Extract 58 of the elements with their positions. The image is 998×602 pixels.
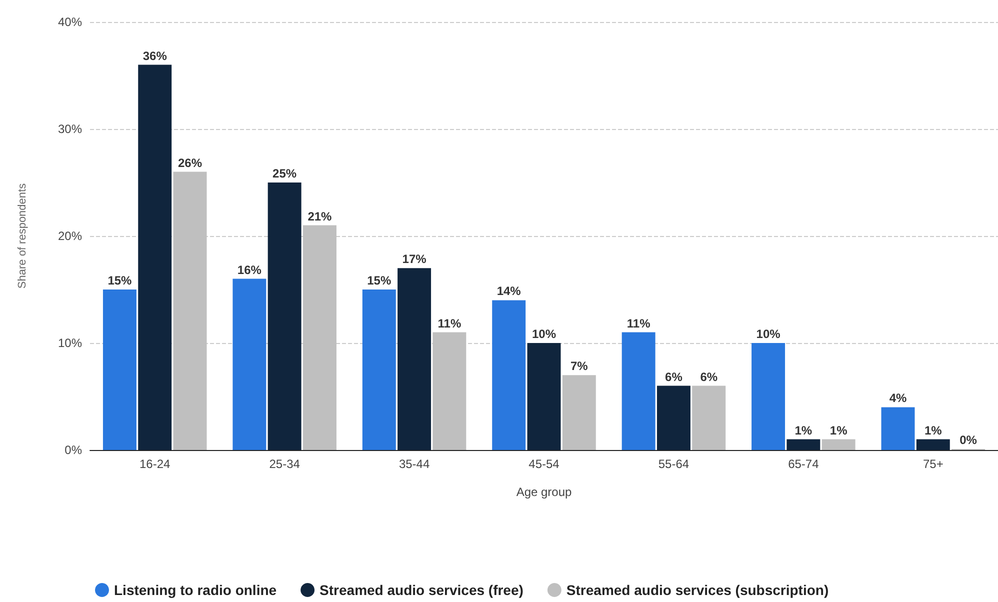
data-label: 1%: [924, 423, 942, 438]
y-tick-label: 40%: [58, 15, 82, 29]
legend-label: Streamed audio services (free): [320, 582, 524, 598]
legend-label: Streamed audio services (subscription): [566, 582, 829, 598]
bar: [102, 290, 136, 450]
x-tick-label: 35-44: [398, 457, 430, 471]
bar: [786, 439, 820, 450]
bar: [492, 300, 526, 450]
y-tick-label: 20%: [58, 229, 82, 243]
data-label: 10%: [756, 327, 781, 341]
bar: [268, 182, 302, 450]
x-axis-title: Age group: [516, 485, 572, 499]
data-label: 1%: [794, 423, 812, 438]
data-label: 26%: [178, 156, 202, 170]
x-tick-label: 16-24: [140, 457, 171, 471]
y-tick-label: 0%: [64, 443, 82, 457]
data-label: 25%: [272, 166, 297, 180]
legend-label: Listening to radio online: [114, 582, 277, 598]
data-label: 14%: [496, 284, 522, 298]
x-tick-label: 45-54: [528, 457, 560, 471]
data-label: 17%: [402, 252, 427, 266]
bar: [692, 386, 726, 450]
x-tick-label: 25-34: [269, 457, 300, 471]
y-axis-title: Share of respondents: [16, 182, 28, 289]
bar: [881, 407, 915, 450]
bar: [656, 386, 690, 450]
data-label: 7%: [570, 359, 588, 374]
x-tick-label: 55-64: [658, 457, 690, 471]
bar: [916, 439, 950, 450]
bar: [362, 290, 396, 450]
data-label: 16%: [237, 262, 262, 277]
data-label: 21%: [308, 209, 332, 224]
x-tick-label: 65-74: [788, 457, 820, 471]
bar: [138, 64, 172, 450]
x-tick-label: 75+: [922, 457, 944, 471]
bar: [232, 278, 266, 450]
bar: [822, 439, 856, 450]
data-label: 6%: [700, 370, 718, 384]
data-label: 10%: [532, 327, 556, 341]
bar: [527, 343, 561, 450]
bar: [752, 343, 786, 450]
data-label: 36%: [142, 48, 168, 63]
bar: [562, 375, 596, 450]
bar: [173, 172, 207, 450]
bar: [302, 225, 336, 450]
y-tick-label: 10%: [58, 336, 82, 350]
bar: [398, 268, 432, 450]
data-label: 11%: [438, 316, 462, 330]
bar: [622, 332, 656, 450]
bar: [432, 332, 466, 450]
data-label: 0%: [960, 433, 978, 447]
y-tick-label: 30%: [58, 122, 82, 136]
data-label: 4%: [889, 391, 907, 406]
data-label: 1%: [830, 423, 848, 438]
data-label: 15%: [108, 274, 132, 288]
data-label: 11%: [626, 316, 651, 330]
data-label: 15%: [367, 274, 392, 288]
data-label: 6%: [665, 370, 683, 384]
